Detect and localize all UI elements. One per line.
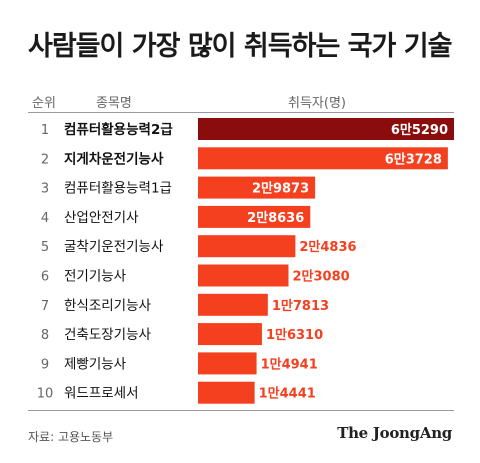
value-label: 2만9873	[252, 181, 309, 197]
rank-label: 8	[41, 328, 49, 343]
name-column-header: 종목명	[96, 96, 132, 111]
rank-label: 6	[41, 270, 49, 285]
footer-divider	[28, 410, 454, 411]
rank-label: 3	[41, 182, 49, 197]
value-label: 1만7813	[272, 298, 329, 314]
rank-label: 4	[41, 211, 49, 226]
category-label: 산업안전기사	[64, 210, 139, 226]
category-label: 건축도장기능사	[64, 327, 152, 343]
rank-label: 10	[37, 387, 54, 402]
count-column-header: 취득자(명)	[288, 96, 346, 111]
value-label: 6만3728	[385, 151, 442, 167]
bar	[198, 176, 316, 199]
value-label: 2만4836	[299, 239, 356, 255]
rank-column-header: 순위	[32, 96, 56, 111]
value-label: 2만3080	[292, 269, 349, 285]
value-label: 2만8636	[247, 210, 304, 226]
category-label: 전기기능사	[64, 269, 127, 285]
bar	[198, 293, 268, 316]
category-label: 제빵기능사	[64, 356, 127, 372]
category-label: 굴착기운전기능사	[64, 239, 164, 255]
bar	[198, 264, 289, 287]
source-note: 자료: 고용노동부	[28, 430, 114, 444]
bar	[198, 323, 262, 346]
value-label: 1만4441	[259, 386, 316, 402]
rank-label: 2	[41, 152, 49, 167]
category-label: 지게차운전기능사	[64, 150, 164, 167]
rank-label: 5	[41, 240, 49, 255]
bar	[198, 118, 454, 140]
publisher-logo: The JoongAng	[337, 424, 452, 442]
category-label: 컴퓨터활용능력1급	[64, 181, 172, 197]
rank-label: 1	[41, 123, 49, 138]
bar	[198, 381, 255, 404]
bar	[198, 205, 311, 228]
rank-label: 9	[41, 357, 49, 372]
category-label: 워드프로세서	[64, 386, 139, 402]
rank-label: 7	[41, 299, 49, 314]
value-label: 1만4941	[261, 356, 318, 372]
bar	[198, 235, 296, 258]
bar	[198, 352, 257, 375]
value-label: 1만6310	[266, 327, 323, 343]
header-divider	[28, 112, 454, 113]
chart-title: 사람들이 가장 많이 취득하는 국가 기술	[28, 31, 452, 62]
bar	[198, 147, 448, 170]
category-label: 컴퓨터활용능력2급	[64, 121, 173, 138]
category-label: 한식조리기능사	[64, 298, 152, 314]
value-label: 6만5290	[391, 122, 448, 138]
